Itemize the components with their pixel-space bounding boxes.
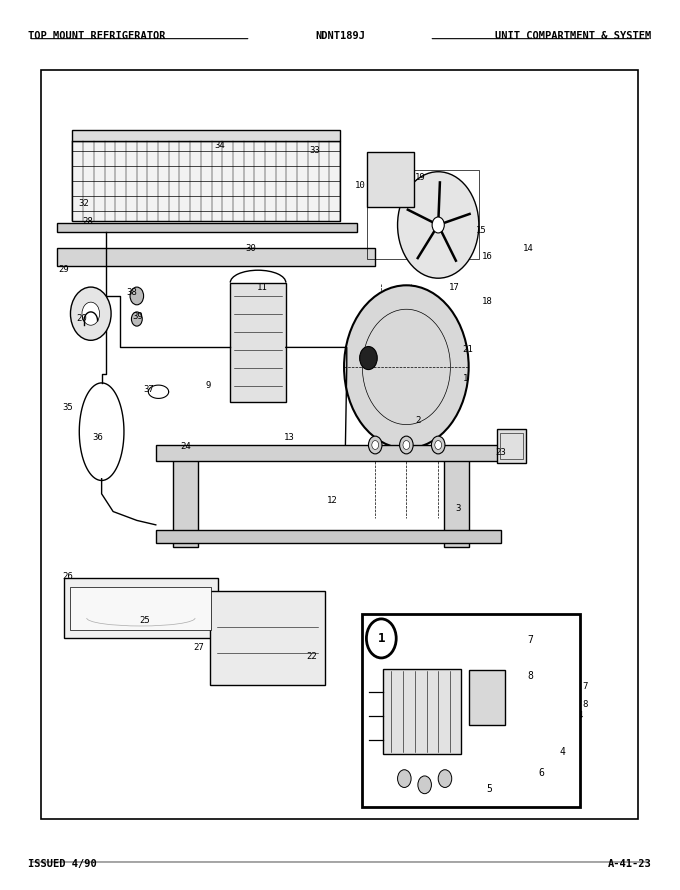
Text: 16: 16 [482, 253, 493, 262]
Text: 18: 18 [482, 296, 493, 306]
Circle shape [344, 286, 469, 449]
Bar [173, 458, 198, 547]
Text: 9: 9 [205, 381, 211, 390]
Text: 27: 27 [194, 643, 205, 651]
Circle shape [400, 436, 413, 454]
Text: 20: 20 [76, 313, 86, 323]
Bar [64, 578, 218, 638]
Circle shape [403, 441, 410, 449]
Circle shape [432, 217, 444, 233]
Bar [497, 429, 526, 463]
Bar [73, 130, 340, 141]
Text: 26: 26 [63, 571, 73, 581]
Text: 30: 30 [245, 244, 256, 253]
Circle shape [71, 287, 111, 340]
Text: 25: 25 [139, 616, 150, 625]
Text: 29: 29 [58, 265, 69, 274]
Text: 8: 8 [583, 700, 588, 709]
Text: 34: 34 [214, 141, 225, 150]
Bar [383, 669, 460, 754]
Text: 1: 1 [377, 632, 385, 645]
Text: 6: 6 [539, 768, 545, 778]
Text: 33: 33 [309, 146, 320, 155]
Circle shape [369, 436, 382, 454]
Text: 11: 11 [257, 282, 267, 292]
Circle shape [435, 441, 441, 449]
Text: 19: 19 [415, 173, 425, 182]
Text: 4: 4 [578, 711, 583, 720]
Text: 13: 13 [284, 433, 294, 442]
Circle shape [398, 770, 411, 788]
Bar [231, 283, 286, 402]
Text: NDNT189J: NDNT189J [315, 30, 365, 41]
Text: 4: 4 [559, 747, 565, 757]
Circle shape [418, 776, 431, 794]
Text: 3: 3 [456, 505, 461, 514]
Text: 38: 38 [126, 287, 137, 297]
Circle shape [130, 287, 143, 304]
Text: 7: 7 [528, 635, 533, 645]
Text: 1: 1 [462, 374, 468, 383]
Text: 39: 39 [133, 312, 143, 321]
Circle shape [360, 346, 377, 369]
Text: TOP MOUNT REFRIGERATOR: TOP MOUNT REFRIGERATOR [29, 30, 166, 41]
Text: ISSUED 4/90: ISSUED 4/90 [29, 859, 97, 870]
Bar [469, 670, 505, 725]
Text: A-41-23: A-41-23 [608, 859, 651, 870]
Text: 14: 14 [523, 244, 534, 253]
Text: 24: 24 [180, 442, 191, 451]
Bar [73, 141, 340, 222]
Text: 21: 21 [462, 344, 473, 353]
Circle shape [438, 770, 452, 788]
Text: 22: 22 [306, 651, 317, 660]
Bar [444, 458, 469, 547]
Text: 36: 36 [92, 433, 103, 442]
Text: 12: 12 [326, 497, 337, 506]
Text: 35: 35 [63, 403, 73, 412]
Circle shape [372, 441, 379, 449]
Circle shape [367, 619, 396, 658]
Circle shape [131, 312, 142, 326]
Bar [41, 69, 638, 820]
Bar [156, 530, 501, 543]
Bar [500, 433, 523, 459]
Text: 8: 8 [528, 671, 533, 681]
Circle shape [82, 303, 99, 325]
Text: 23: 23 [496, 448, 507, 457]
Text: 5: 5 [500, 749, 505, 758]
Circle shape [431, 436, 445, 454]
Text: 5: 5 [487, 784, 492, 794]
Circle shape [398, 172, 479, 279]
Text: 37: 37 [143, 385, 154, 394]
Text: 32: 32 [79, 199, 89, 208]
Text: 17: 17 [448, 282, 459, 292]
Bar [367, 152, 415, 207]
Bar [156, 445, 501, 461]
Bar [57, 248, 375, 266]
Bar [210, 591, 325, 684]
Text: 10: 10 [355, 181, 366, 190]
Text: 15: 15 [475, 226, 486, 235]
Bar [367, 170, 479, 259]
Text: UNIT COMPARTMENT & SYSTEM: UNIT COMPARTMENT & SYSTEM [495, 30, 651, 41]
Bar [57, 223, 357, 232]
Text: 2: 2 [415, 416, 420, 425]
Bar [71, 587, 211, 629]
Text: 28: 28 [83, 217, 93, 226]
Text: 7: 7 [583, 682, 588, 691]
Bar [362, 613, 581, 807]
Text: 6: 6 [571, 735, 577, 744]
